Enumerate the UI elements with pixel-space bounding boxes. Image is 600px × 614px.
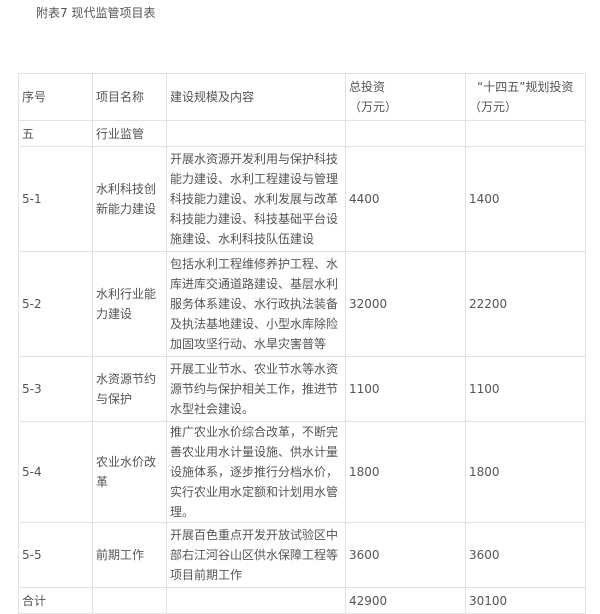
cell-name: 行业监管	[92, 120, 167, 147]
table-row: 5-5 前期工作 开展百色重点开发开放试验区中部右江河谷山区供水保障工程等项目前…	[18, 522, 586, 588]
cell-name: 水利科技创新能力建设	[92, 146, 167, 252]
cell-plan: 22200	[465, 251, 586, 357]
table-row: 五 行业监管	[18, 120, 586, 147]
cell-content: 包括水利工程维修养护工程、水库进库交通道路建设、基层水利服务体系建设、水行政执法…	[166, 251, 346, 357]
table-row: 5-4 农业水价改革 推广农业水价综合改革，不断完善农业用水计量设施、供水计量设…	[18, 421, 586, 523]
cell-plan: 3600	[465, 522, 586, 588]
cell-content: 开展工业节水、农业节水等水资源节约与保护相关工作，推进节水型社会建设。	[166, 356, 346, 422]
cell-total: 1100	[345, 356, 466, 422]
header-name: 项目名称	[92, 73, 167, 121]
cell-seq: 5-3	[18, 356, 93, 422]
cell-seq: 五	[18, 120, 93, 147]
table-title: 附表7 现代监管项目表	[36, 6, 156, 20]
cell-name	[92, 587, 167, 614]
cell-plan: 30100	[465, 587, 586, 614]
cell-content	[166, 587, 346, 614]
header-total-label: 总投资	[349, 80, 386, 94]
cell-seq: 5-1	[18, 146, 93, 252]
cell-content: 开展百色重点开发开放试验区中部右江河谷山区供水保障工程等项目前期工作	[166, 522, 346, 588]
table-total-row: 合计 42900 30100	[18, 587, 586, 614]
cell-plan: 1800	[465, 421, 586, 523]
cell-content	[166, 120, 346, 147]
header-content: 建设规模及内容	[166, 73, 346, 121]
cell-plan	[465, 120, 586, 147]
table-row: 5-3 水资源节约与保护 开展工业节水、农业节水等水资源节约与保护相关工作，推进…	[18, 356, 586, 422]
header-plan-label: “十四五”规划投资	[477, 80, 574, 94]
cell-plan: 1400	[465, 146, 586, 252]
header-plan-unit: （万元）	[469, 100, 518, 114]
header-total-unit: （万元）	[349, 100, 398, 114]
cell-seq: 5-4	[18, 421, 93, 523]
cell-seq: 5-5	[18, 522, 93, 588]
cell-total: 4400	[345, 146, 466, 252]
cell-total: 1800	[345, 421, 466, 523]
cell-content: 推广农业水价综合改革，不断完善农业用水计量设施、供水计量设施体系，逐步推行分档水…	[166, 421, 346, 523]
cell-plan: 1100	[465, 356, 586, 422]
header-plan: “十四五”规划投资 （万元）	[465, 73, 586, 121]
cell-name: 水利行业能力建设	[92, 251, 167, 357]
cell-total	[345, 120, 466, 147]
table-header-row: 序号 项目名称 建设规模及内容 总投资 （万元） “十四五”规划投资 （万元）	[18, 73, 586, 121]
project-table: 序号 项目名称 建设规模及内容 总投资 （万元） “十四五”规划投资 （万元） …	[18, 73, 586, 614]
table-row: 5-2 水利行业能力建设 包括水利工程维修养护工程、水库进库交通道路建设、基层水…	[18, 251, 586, 357]
header-seq: 序号	[18, 73, 93, 121]
table-row: 5-1 水利科技创新能力建设 开展水资源开发利用与保护科技能力建设、水利工程建设…	[18, 146, 586, 252]
cell-seq: 合计	[18, 587, 93, 614]
cell-content: 开展水资源开发利用与保护科技能力建设、水利工程建设与管理科技能力建设、水利发展与…	[166, 146, 346, 252]
cell-total: 42900	[345, 587, 466, 614]
cell-total: 3600	[345, 522, 466, 588]
header-total: 总投资 （万元）	[345, 73, 466, 121]
cell-seq: 5-2	[18, 251, 93, 357]
cell-total: 32000	[345, 251, 466, 357]
cell-name: 农业水价改革	[92, 421, 167, 523]
cell-name: 前期工作	[92, 522, 167, 588]
cell-name: 水资源节约与保护	[92, 356, 167, 422]
